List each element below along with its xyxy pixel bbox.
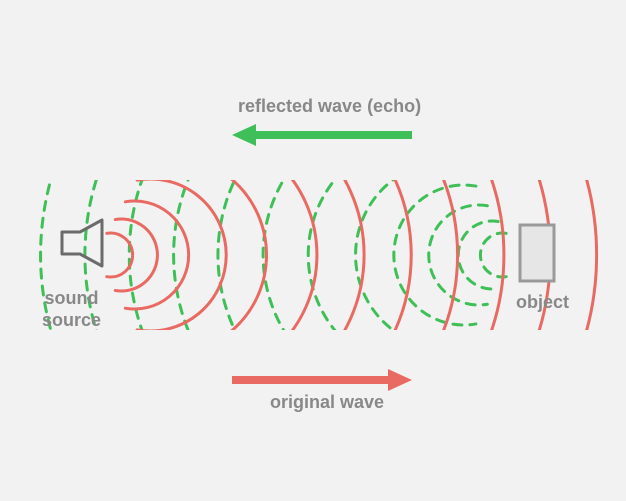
object-icon	[520, 225, 554, 281]
original-arrow-head	[388, 369, 412, 391]
speaker-icon	[62, 220, 102, 266]
reflected-arrow-head	[232, 124, 256, 146]
object-label: object	[516, 292, 569, 314]
original-wave-label: original wave	[270, 392, 384, 414]
sound-source-label: sound source	[42, 288, 101, 331]
diagram-svg	[0, 0, 626, 501]
reflected-wave-arcs	[41, 0, 507, 501]
echo-diagram: reflected wave (echo) original wave soun…	[0, 0, 626, 501]
reflected-wave-label: reflected wave (echo)	[238, 96, 421, 118]
